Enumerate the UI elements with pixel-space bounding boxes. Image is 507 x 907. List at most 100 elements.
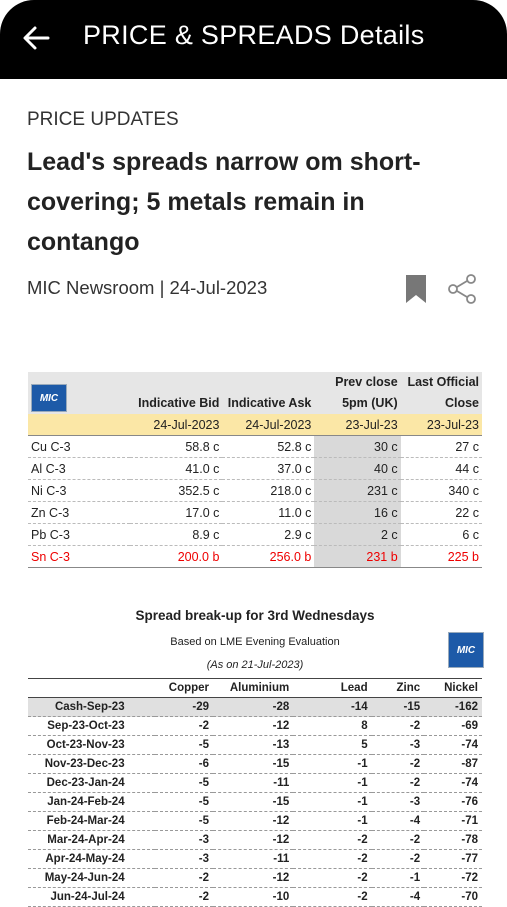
logo-cell: MIC [28,372,131,414]
spread-cell: -15 [213,792,294,812]
metal-label: Cu C-3 [28,435,131,458]
spread-cell: -2 [293,849,372,869]
spread-subtitle: Based on LME Evening Evaluation [170,636,340,648]
price-cell: 200.0 b [130,545,223,568]
spread-cell: -2 [371,773,425,793]
spread-cell: -12 [213,811,294,831]
price-cell: 44 c [400,457,482,480]
spread-row: Jan-24-Feb-24 -5 -15 -1 -3 -76 [28,792,482,812]
price-row: Zn C-3 17.0 c 11.0 c 16 c 22 c [28,501,482,524]
spread-cell: -87 [424,754,482,774]
metal-label: Ni C-3 [28,479,131,502]
spread-cell: -6 [154,754,214,774]
header-row: MIC Indicative Bid Indicative Ask Prev clos… [28,372,482,414]
spread-cell: -4 [371,887,425,907]
spread-row: Mar-24-Apr-24 -3 -12 -2 -2 -78 [28,830,482,850]
spread-cell: -1 [293,792,372,812]
spread-cell: -2 [293,887,372,907]
price-cell: 231 c [314,479,401,502]
price-cell: 256.0 b [222,545,315,568]
column-header: Last Official Close [400,372,482,414]
column-header: Copper [154,678,214,698]
price-cell: 231 b [314,545,401,568]
price-row: Al C-3 41.0 c 37.0 c 40 c 44 c [28,457,482,480]
price-cell: 41.0 c [130,457,223,480]
spread-cell: -15 [213,754,294,774]
spread-row: Feb-24-Mar-24 -5 -12 -1 -4 -71 [28,811,482,831]
spread-cell: 5 [293,735,372,755]
spread-cell: -5 [154,735,214,755]
price-cell: 16 c [314,501,401,524]
spread-cell: -70 [424,887,482,907]
price-cell: 352.5 c [130,479,223,502]
logo: MIC [31,384,67,412]
column-header: Zinc [371,678,425,698]
spread-cell: -12 [213,830,294,850]
price-cell: 340 c [400,479,482,502]
price-cell: 218.0 c [222,479,315,502]
spread-row: Nov-23-Dec-23 -6 -15 -1 -2 -87 [28,754,482,774]
period-label: Nov-23-Dec-23 [28,754,155,774]
price-row: Cu C-3 58.8 c 52.8 c 30 c 27 c [28,435,482,458]
spread-row: Dec-23-Jan-24 -5 -11 -1 -2 -74 [28,773,482,793]
spread-cell: -11 [213,849,294,869]
period-label: Jan-24-Feb-24 [28,792,155,812]
spread-cell: -2 [371,716,425,736]
spread-row: Apr-24-May-24 -3 -11 -2 -2 -77 [28,849,482,869]
spread-cell: -76 [424,792,482,812]
spread-cell: -2 [293,868,372,888]
spread-cell: -1 [371,868,425,888]
period-label: Apr-24-May-24 [28,849,155,869]
price-cell: 40 c [314,457,401,480]
date-cell: 24-Jul-2023 [130,414,223,436]
period-label: Feb-24-Mar-24 [28,811,155,831]
price-cell: 8.9 c [130,523,223,546]
price-cell: 2.9 c [222,523,315,546]
spread-cell: -3 [154,830,214,850]
period-label: Sep-23-Oct-23 [28,716,155,736]
article-byline: MIC Newsroom | 24-Jul-2023 [27,277,268,298]
bookmark-button[interactable] [405,274,427,304]
price-table: MIC Indicative Bid Indicative Ask Prev clos… [28,372,482,568]
price-cell: 58.8 c [130,435,223,458]
spread-cell: -3 [371,792,425,812]
spread-row: Oct-23-Nov-23 -5 -13 5 -3 -74 [28,735,482,755]
spread-cell: -77 [424,849,482,869]
spread-cell: -1 [293,773,372,793]
column-header: Indicative Ask [222,372,315,414]
metal-label: Sn C-3 [28,545,131,568]
period-label: Mar-24-Apr-24 [28,830,155,850]
price-cell: 2 c [314,523,401,546]
spread-cell: -29 [154,697,214,717]
price-cell: 27 c [400,435,482,458]
spread-cell: -71 [424,811,482,831]
spread-cell: -5 [154,773,214,793]
price-row: Ni C-3 352.5 c 218.0 c 231 c 340 c [28,479,482,502]
price-cell: 17.0 c [130,501,223,524]
back-button[interactable] [22,24,50,52]
spread-cell: -74 [424,735,482,755]
spread-cell: -5 [154,811,214,831]
spread-cell: -69 [424,716,482,736]
app-header: PRICE & SPREADS Details [0,0,507,79]
period-label: Cash-Sep-23 [28,697,155,717]
price-cell: 30 c [314,435,401,458]
metal-label: Zn C-3 [28,501,131,524]
spread-cell: -3 [154,849,214,869]
date-cell: 24-Jul-2023 [222,414,315,436]
spread-cell: -11 [213,773,294,793]
period-label: May-24-Jun-24 [28,868,155,888]
spread-cell: -2 [154,887,214,907]
period-label: Jun-24-Jul-24 [28,887,155,907]
spread-title: Spread break-up for 3rd Wednesdays [135,608,375,623]
spread-cell: -12 [213,716,294,736]
spread-cell: -78 [424,830,482,850]
spread-cell: -2 [154,868,214,888]
spread-row: Sep-23-Oct-23 -2 -12 8 -2 -69 [28,716,482,736]
column-header: Lead [293,678,372,698]
price-cell: 11.0 c [222,501,315,524]
header-row: Copper Aluminium Lead Zinc Nickel [28,678,482,698]
share-button[interactable] [446,273,478,305]
